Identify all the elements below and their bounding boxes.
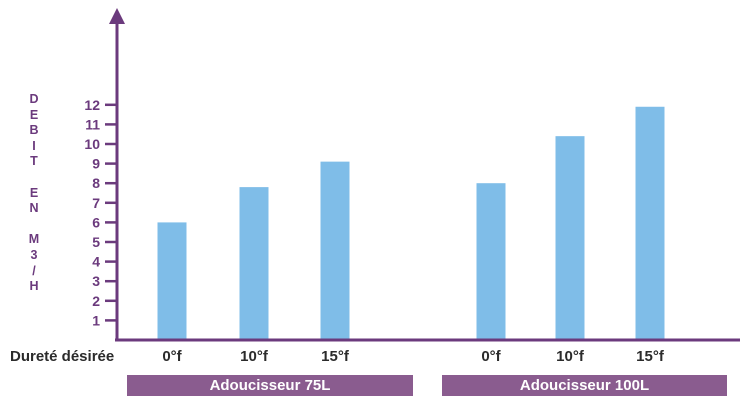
bars: [158, 107, 665, 340]
y-axis-label-letter: M: [24, 232, 44, 248]
y-axis-label-letter: [24, 217, 44, 233]
y-axis-label-letter: B: [24, 123, 44, 139]
category-label: 15°f: [636, 348, 665, 365]
y-axis-label-letter: [24, 170, 44, 186]
y-axis-label-letter: T: [24, 154, 44, 170]
y-tick-label: 8: [92, 175, 100, 191]
y-tick-label: 4: [92, 254, 100, 270]
group-banner-75l: Adoucisseur 75L: [127, 375, 413, 396]
x-axis-title: Dureté désirée: [10, 348, 114, 365]
y-axis-label-letter: D: [24, 92, 44, 108]
y-axis-label-letter: N: [24, 201, 44, 217]
group-banner-100l: Adoucisseur 100L: [442, 375, 727, 396]
bar: [321, 162, 350, 340]
y-tick-label: 11: [85, 116, 100, 132]
y-tick-label: 1: [92, 312, 100, 328]
bar: [240, 187, 269, 340]
bar: [158, 222, 187, 340]
category-label: 10°f: [240, 348, 269, 365]
category-labels: 0°f 10°f 15°f 0°f 10°f 15°f: [162, 348, 665, 365]
bar: [556, 136, 585, 340]
y-tick-label: 5: [92, 234, 100, 250]
category-label: 10°f: [556, 348, 585, 365]
y-axis-label-letter: /: [24, 264, 44, 280]
y-tick-label: 10: [84, 136, 100, 152]
y-axis-label-letter: E: [24, 186, 44, 202]
y-tick-label: 3: [92, 273, 100, 289]
y-axis-label-letter: H: [24, 279, 44, 295]
y-tick-label: 2: [92, 293, 100, 309]
y-tick-label: 12: [84, 97, 100, 113]
category-label: 0°f: [481, 348, 501, 365]
y-axis-label-letter: 3: [24, 248, 44, 264]
y-axis-label-letter: E: [24, 108, 44, 124]
bar: [477, 183, 506, 340]
y-tick-label: 9: [92, 156, 100, 172]
y-axis-label-letter: I: [24, 139, 44, 155]
y-axis-label: D E B I T E N M 3/H: [24, 92, 44, 295]
bar: [636, 107, 665, 340]
y-tick-label: 6: [92, 214, 100, 230]
category-label: 15°f: [321, 348, 350, 365]
y-axis-arrow: [109, 8, 125, 24]
y-tick-label: 7: [92, 195, 100, 211]
category-label: 0°f: [162, 348, 182, 365]
